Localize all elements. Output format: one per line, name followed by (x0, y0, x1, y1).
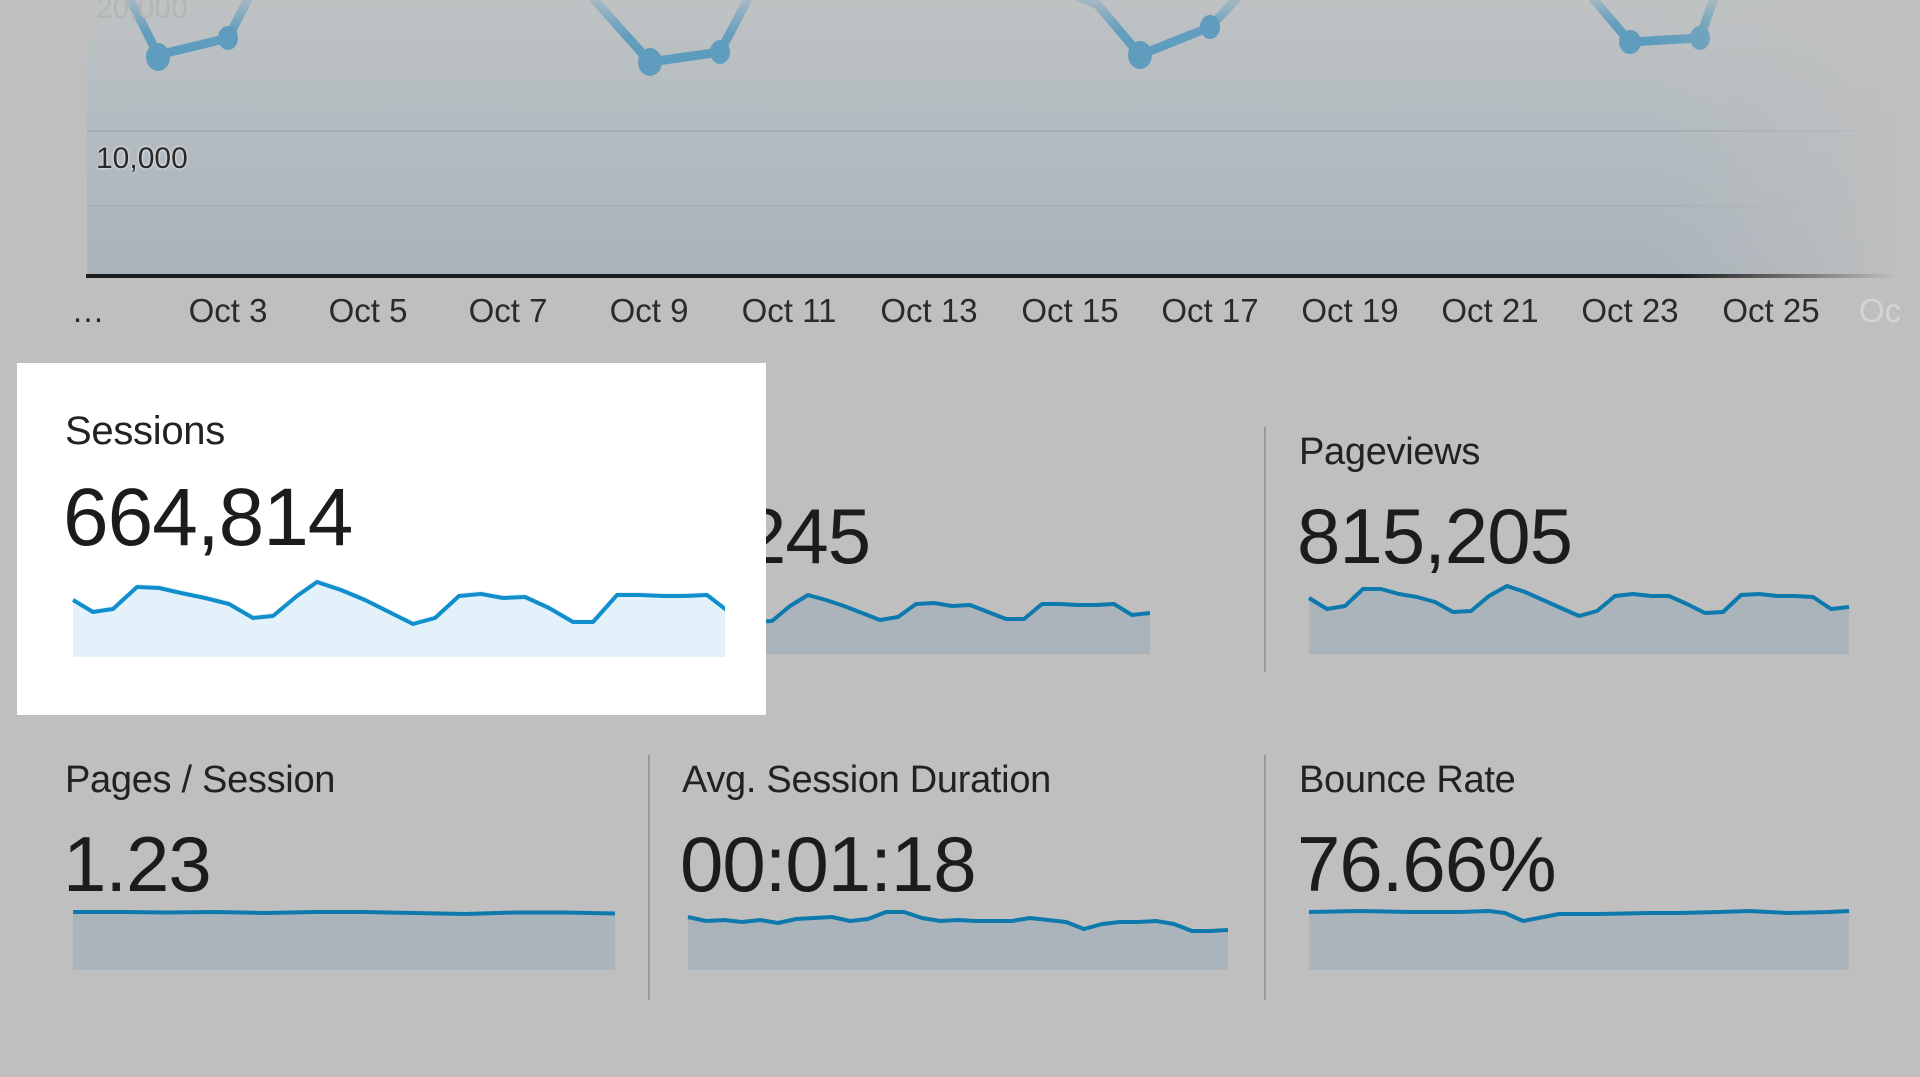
metric-label: Pageviews (1299, 431, 1481, 473)
x-axis-label: Oct 3 (188, 292, 268, 329)
metric-sparkline (73, 910, 616, 970)
metric-pages-per-session[interactable]: Pages / Session 1.23 (63, 759, 625, 999)
metric-sparkline (1307, 584, 1850, 654)
y-axis-label-10000: 10,000 (96, 142, 188, 175)
metric-value: 00:01:18 (680, 820, 977, 908)
x-axis-line (86, 274, 1896, 278)
metric-value: 1.23 (63, 820, 212, 908)
metric-sessions[interactable]: Sessions 664,814 (63, 409, 745, 689)
sessions-highlight-card[interactable]: Sessions 664,814 (17, 363, 766, 715)
metric-bounce-rate[interactable]: Bounce Rate 76.66% (1297, 759, 1859, 999)
x-axis-label: Oct 23 (1581, 292, 1679, 329)
x-axis-label: Oct 17 (1161, 292, 1259, 329)
x-axis-label-ellipsis: … (71, 292, 105, 329)
metric-divider (1264, 755, 1266, 1000)
x-axis-label: Oct 7 (468, 292, 548, 329)
x-axis-label: Oct 11 (741, 292, 837, 329)
x-axis-label: Oct 15 (1021, 292, 1119, 329)
x-axis-label: Oct 25 (1722, 292, 1820, 329)
x-axis-label: Oct 19 (1301, 292, 1399, 329)
metric-label: Bounce Rate (1299, 759, 1516, 801)
metric-sparkline (687, 910, 1229, 970)
x-axis-label: Oct 21 (1441, 292, 1539, 329)
metric-avg-session-duration[interactable]: Avg. Session Duration 00:01:18 (680, 759, 1242, 999)
y-axis-label-20000: 20,000 (96, 0, 188, 25)
chart-plot-area (0, 0, 1920, 280)
x-axis-label: Oct 9 (609, 292, 689, 329)
metric-sparkline (682, 593, 1151, 654)
x-axis-label-cut: Oc (1858, 292, 1902, 329)
metric-divider (1264, 427, 1266, 672)
metric-value: 815,205 (1297, 492, 1573, 580)
metric-label: Avg. Session Duration (682, 759, 1051, 801)
metric-sparkline (71, 579, 725, 657)
metric-divider (648, 755, 650, 1000)
metric-label: Pages / Session (65, 759, 336, 801)
x-axis-label: Oct 13 (880, 292, 978, 329)
metric-value: 76.66% (1297, 820, 1557, 908)
x-axis-label: Oct 5 (328, 292, 408, 329)
metric-sparkline (1308, 909, 1850, 970)
metric-users[interactable]: s 3,245 (680, 431, 1242, 671)
metric-label: Sessions (65, 409, 225, 453)
metric-value: 664,814 (63, 472, 353, 563)
sessions-line-chart: 20,000 10,000 … Oct 3 Oct 5 Oct 7 Oct 9 … (0, 0, 1920, 345)
metric-pageviews[interactable]: Pageviews 815,205 (1297, 431, 1859, 671)
